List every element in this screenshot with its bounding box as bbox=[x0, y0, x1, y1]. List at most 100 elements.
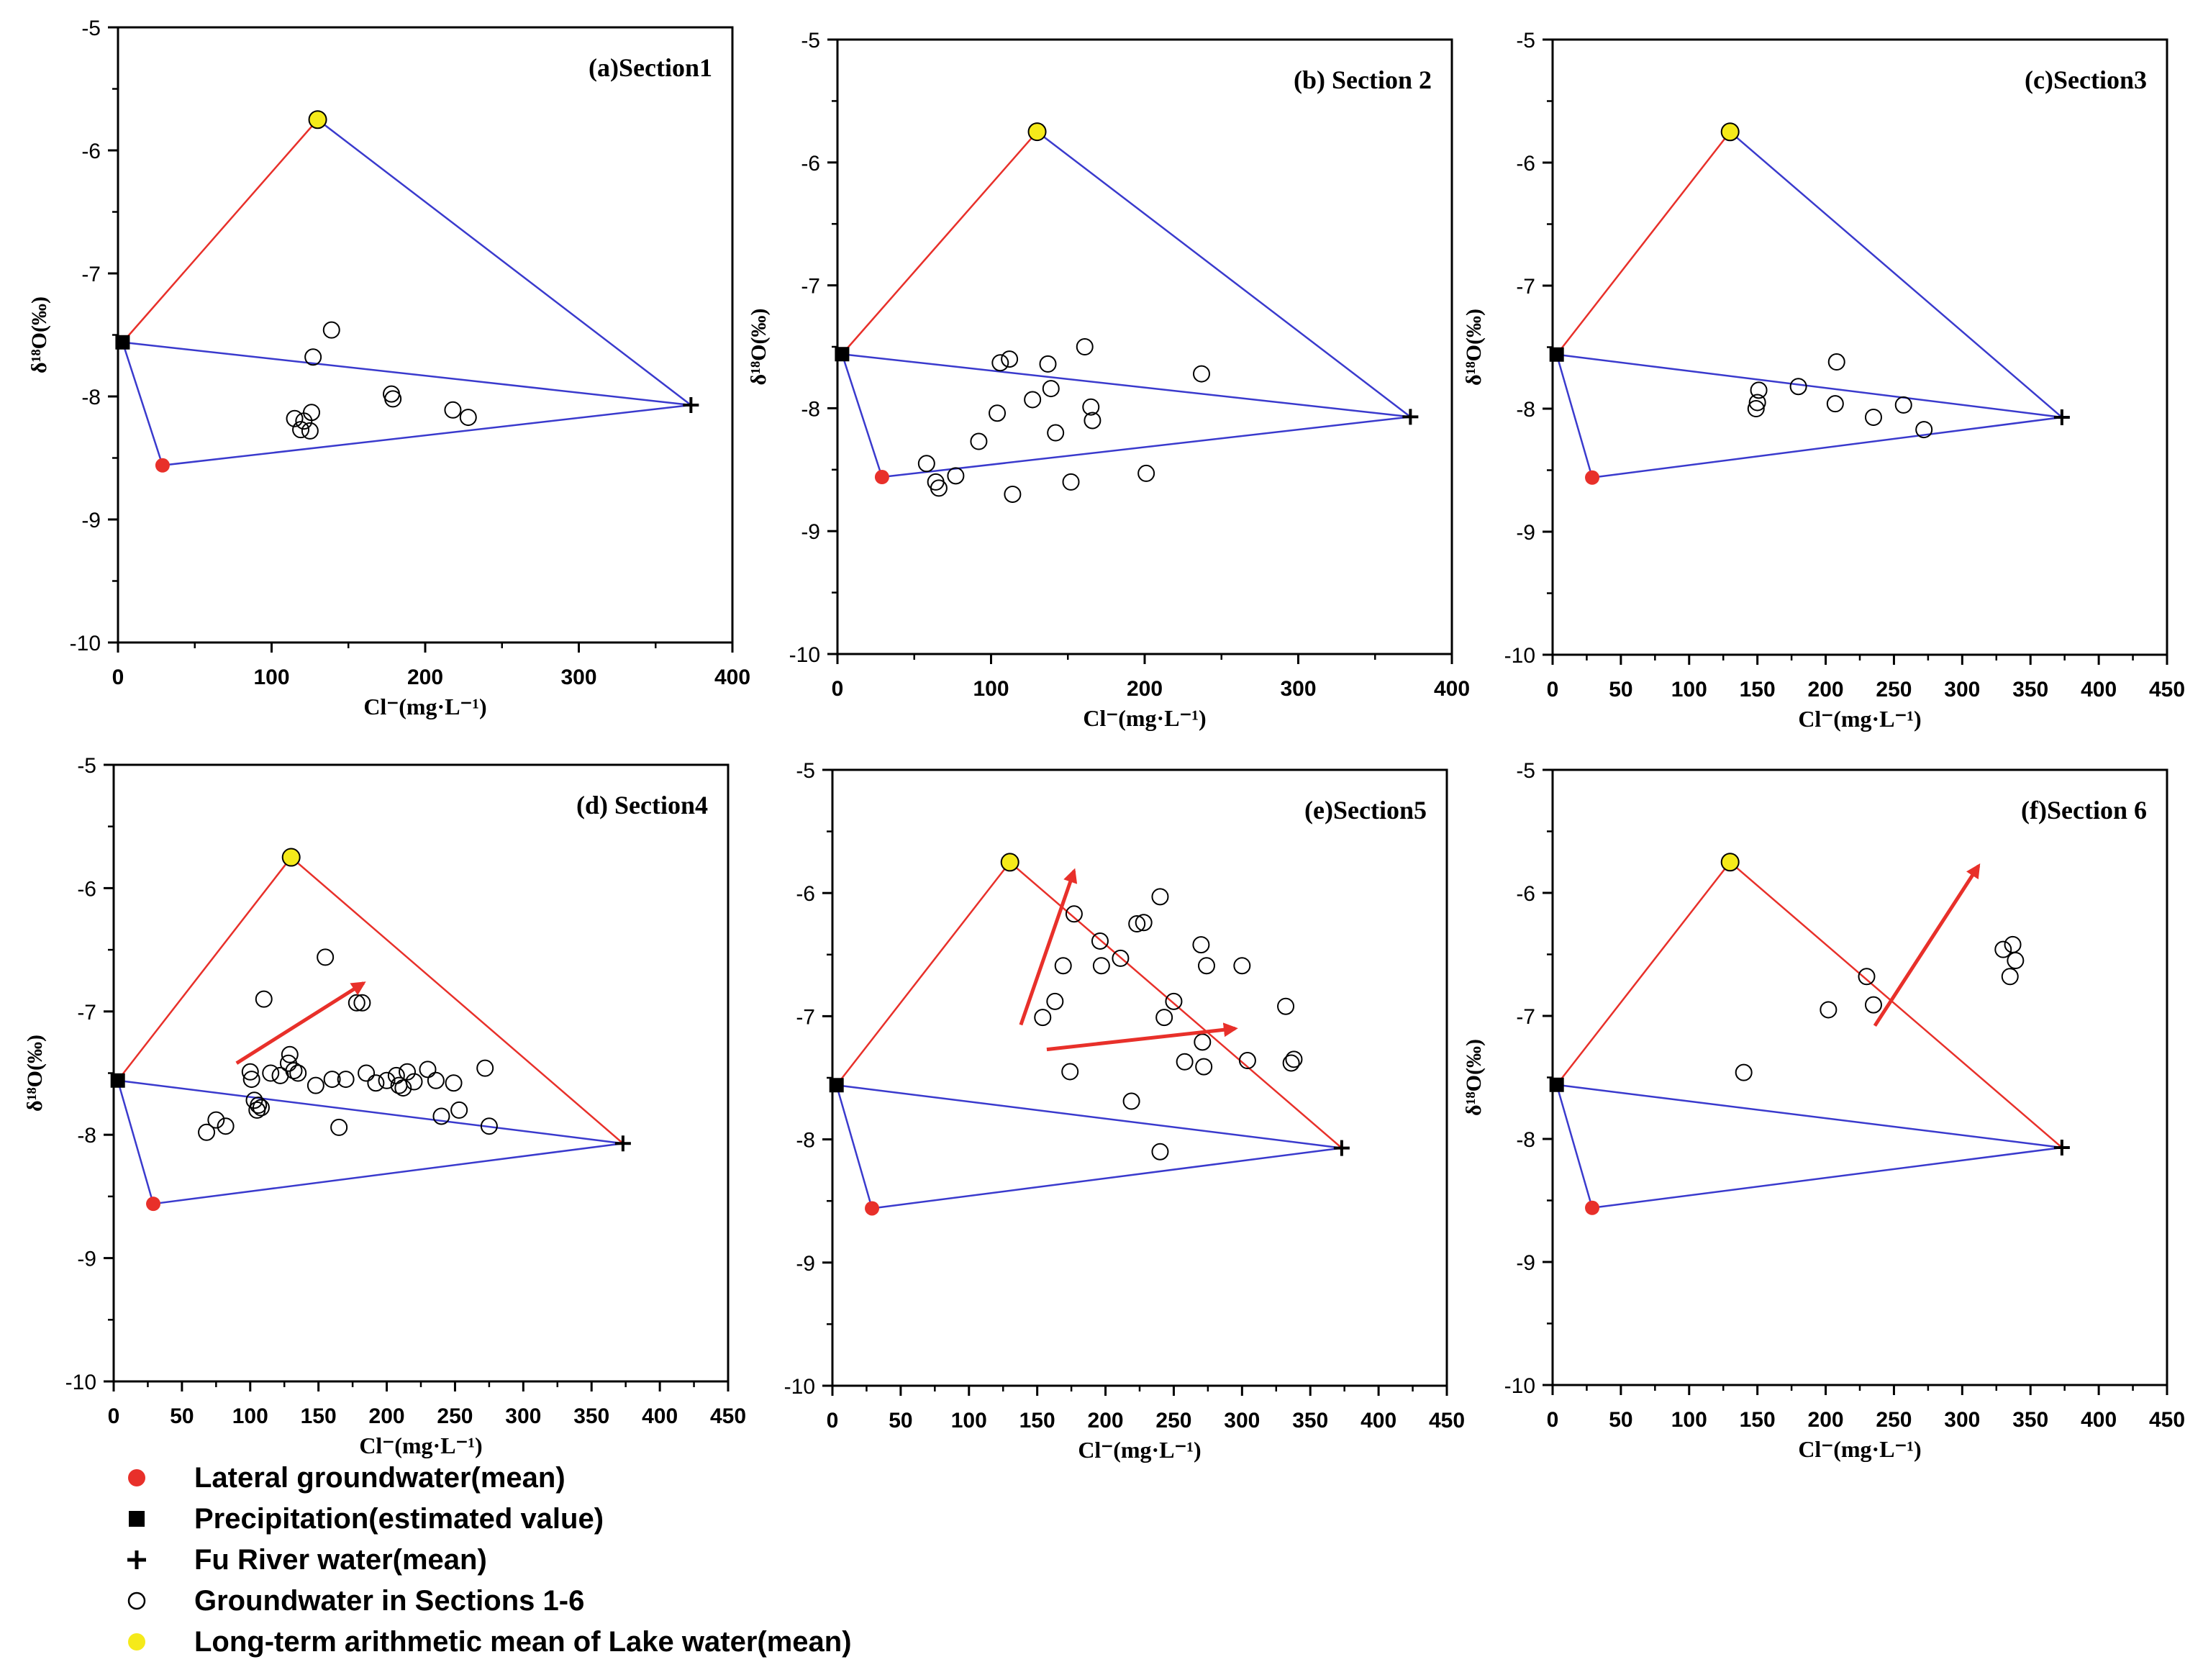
panel-title: (c)Section3 bbox=[2025, 65, 2147, 94]
legend-label: Groundwater in Sections 1-6 bbox=[194, 1585, 585, 1617]
y-tick-label: -10 bbox=[1504, 1374, 1535, 1398]
x-tick-label: 350 bbox=[2012, 1408, 2048, 1432]
groundwater-point bbox=[1994, 940, 2012, 958]
lateral-groundwater-point bbox=[1585, 470, 1600, 485]
groundwater-point bbox=[1915, 421, 1933, 439]
mixing-line bbox=[122, 341, 691, 407]
x-tick-label: 300 bbox=[1944, 1408, 1980, 1432]
groundwater-point bbox=[1789, 378, 1807, 396]
groundwater-point bbox=[1122, 1092, 1140, 1110]
x-tick-label: 200 bbox=[1088, 1409, 1124, 1432]
x-tick-label: 0 bbox=[827, 1409, 839, 1432]
groundwater-point bbox=[1277, 997, 1295, 1015]
y-tick-label: -9 bbox=[801, 520, 820, 544]
mixing-line bbox=[1555, 861, 1731, 1086]
groundwater-point bbox=[1176, 1053, 1194, 1071]
mixing-line bbox=[1036, 131, 1412, 418]
groundwater-point bbox=[252, 1099, 270, 1117]
groundwater-point bbox=[2004, 935, 2022, 953]
precipitation-point bbox=[1549, 347, 1564, 362]
plot-frame bbox=[1551, 768, 2168, 1386]
y-tick-label: -9 bbox=[81, 509, 101, 532]
y-tick-label: -5 bbox=[796, 759, 815, 783]
panel-title: (e)Section5 bbox=[1304, 796, 1427, 825]
x-tick-label: 400 bbox=[714, 666, 750, 689]
x-tick-label: 450 bbox=[1429, 1409, 1465, 1432]
y-tick-label: -6 bbox=[801, 152, 820, 176]
y-tick-label: -9 bbox=[77, 1248, 96, 1271]
groundwater-point bbox=[301, 422, 319, 440]
groundwater-point bbox=[405, 1073, 423, 1091]
lateral-groundwater-point bbox=[874, 470, 889, 485]
mixing-line bbox=[117, 856, 292, 1081]
groundwater-point bbox=[2007, 952, 2025, 970]
x-tick-label: 200 bbox=[1808, 1408, 1844, 1432]
groundwater-point bbox=[1827, 353, 1845, 371]
legend-marker-river bbox=[127, 1550, 146, 1569]
y-axis-label: δ¹⁸O(‰) bbox=[747, 309, 771, 386]
legend-label: Lateral groundwater(mean) bbox=[194, 1462, 565, 1494]
groundwater-point bbox=[991, 354, 1009, 372]
x-tick-label: 0 bbox=[832, 677, 844, 701]
groundwater-point bbox=[1128, 915, 1146, 932]
y-axis-label: δ¹⁸O(‰) bbox=[1462, 309, 1486, 386]
mixing-line bbox=[835, 861, 1011, 1086]
mixing-line bbox=[1009, 861, 1343, 1149]
groundwater-point bbox=[1197, 957, 1215, 975]
groundwater-point bbox=[1061, 1063, 1079, 1081]
groundwater-point bbox=[306, 1076, 324, 1094]
groundwater-point bbox=[1084, 412, 1102, 430]
x-tick-label: 250 bbox=[1155, 1409, 1191, 1432]
groundwater-point bbox=[317, 948, 335, 966]
x-tick-label: 250 bbox=[1876, 678, 1912, 701]
groundwater-point bbox=[292, 421, 310, 439]
groundwater-point bbox=[432, 1107, 450, 1125]
mixing-line bbox=[122, 119, 319, 343]
groundwater-point bbox=[262, 1064, 280, 1082]
y-tick-label: -8 bbox=[1516, 398, 1535, 422]
trend-arrow bbox=[1873, 863, 1981, 1027]
mixing-line bbox=[836, 1084, 1343, 1149]
x-tick-label: 300 bbox=[505, 1404, 541, 1428]
y-tick-label: -7 bbox=[1516, 275, 1535, 299]
groundwater-point bbox=[1137, 464, 1155, 482]
legend-item-lake: Long-term arithmetic mean of Lake water(… bbox=[122, 1625, 1130, 1666]
legend-marker-precipitation bbox=[129, 1511, 145, 1527]
y-tick-label: -6 bbox=[81, 140, 101, 163]
y-tick-label: -5 bbox=[1516, 759, 1535, 783]
groundwater-point bbox=[286, 409, 304, 427]
groundwater-point bbox=[970, 432, 988, 450]
lake-water-point bbox=[1720, 122, 1740, 142]
groundwater-point bbox=[1076, 338, 1094, 355]
lake-water-point bbox=[281, 848, 301, 867]
groundwater-point bbox=[419, 1061, 437, 1079]
groundwater-point bbox=[1282, 1054, 1300, 1072]
y-tick-label: -10 bbox=[784, 1375, 815, 1399]
lake-water-point bbox=[308, 110, 327, 130]
y-tick-label: -9 bbox=[796, 1252, 815, 1276]
groundwater-point bbox=[1034, 1009, 1052, 1027]
legend-item-precipitation: Precipitation(estimated value) bbox=[122, 1502, 1130, 1543]
x-tick-label: 300 bbox=[1280, 677, 1316, 701]
trend-arrow bbox=[1019, 868, 1078, 1026]
groundwater-point bbox=[378, 1071, 396, 1089]
groundwater-point bbox=[1042, 380, 1060, 398]
x-tick-label: 100 bbox=[1671, 678, 1707, 701]
groundwater-point bbox=[337, 1071, 355, 1089]
mixing-line bbox=[841, 131, 1038, 355]
groundwater-point bbox=[358, 1064, 376, 1082]
y-tick-label: -8 bbox=[801, 397, 820, 421]
y-tick-label: -8 bbox=[796, 1129, 815, 1153]
groundwater-point bbox=[917, 455, 935, 473]
groundwater-point bbox=[2001, 968, 2019, 986]
groundwater-point bbox=[198, 1123, 216, 1141]
x-tick-label: 150 bbox=[1740, 678, 1776, 701]
x-tick-label: 100 bbox=[253, 666, 289, 689]
groundwater-point bbox=[1750, 381, 1768, 399]
mixing-line bbox=[881, 416, 1411, 478]
x-tick-label: 450 bbox=[2149, 1408, 2185, 1432]
groundwater-point bbox=[322, 321, 340, 339]
x-tick-label: 50 bbox=[170, 1404, 194, 1428]
legend-label: Fu River water(mean) bbox=[194, 1544, 487, 1576]
